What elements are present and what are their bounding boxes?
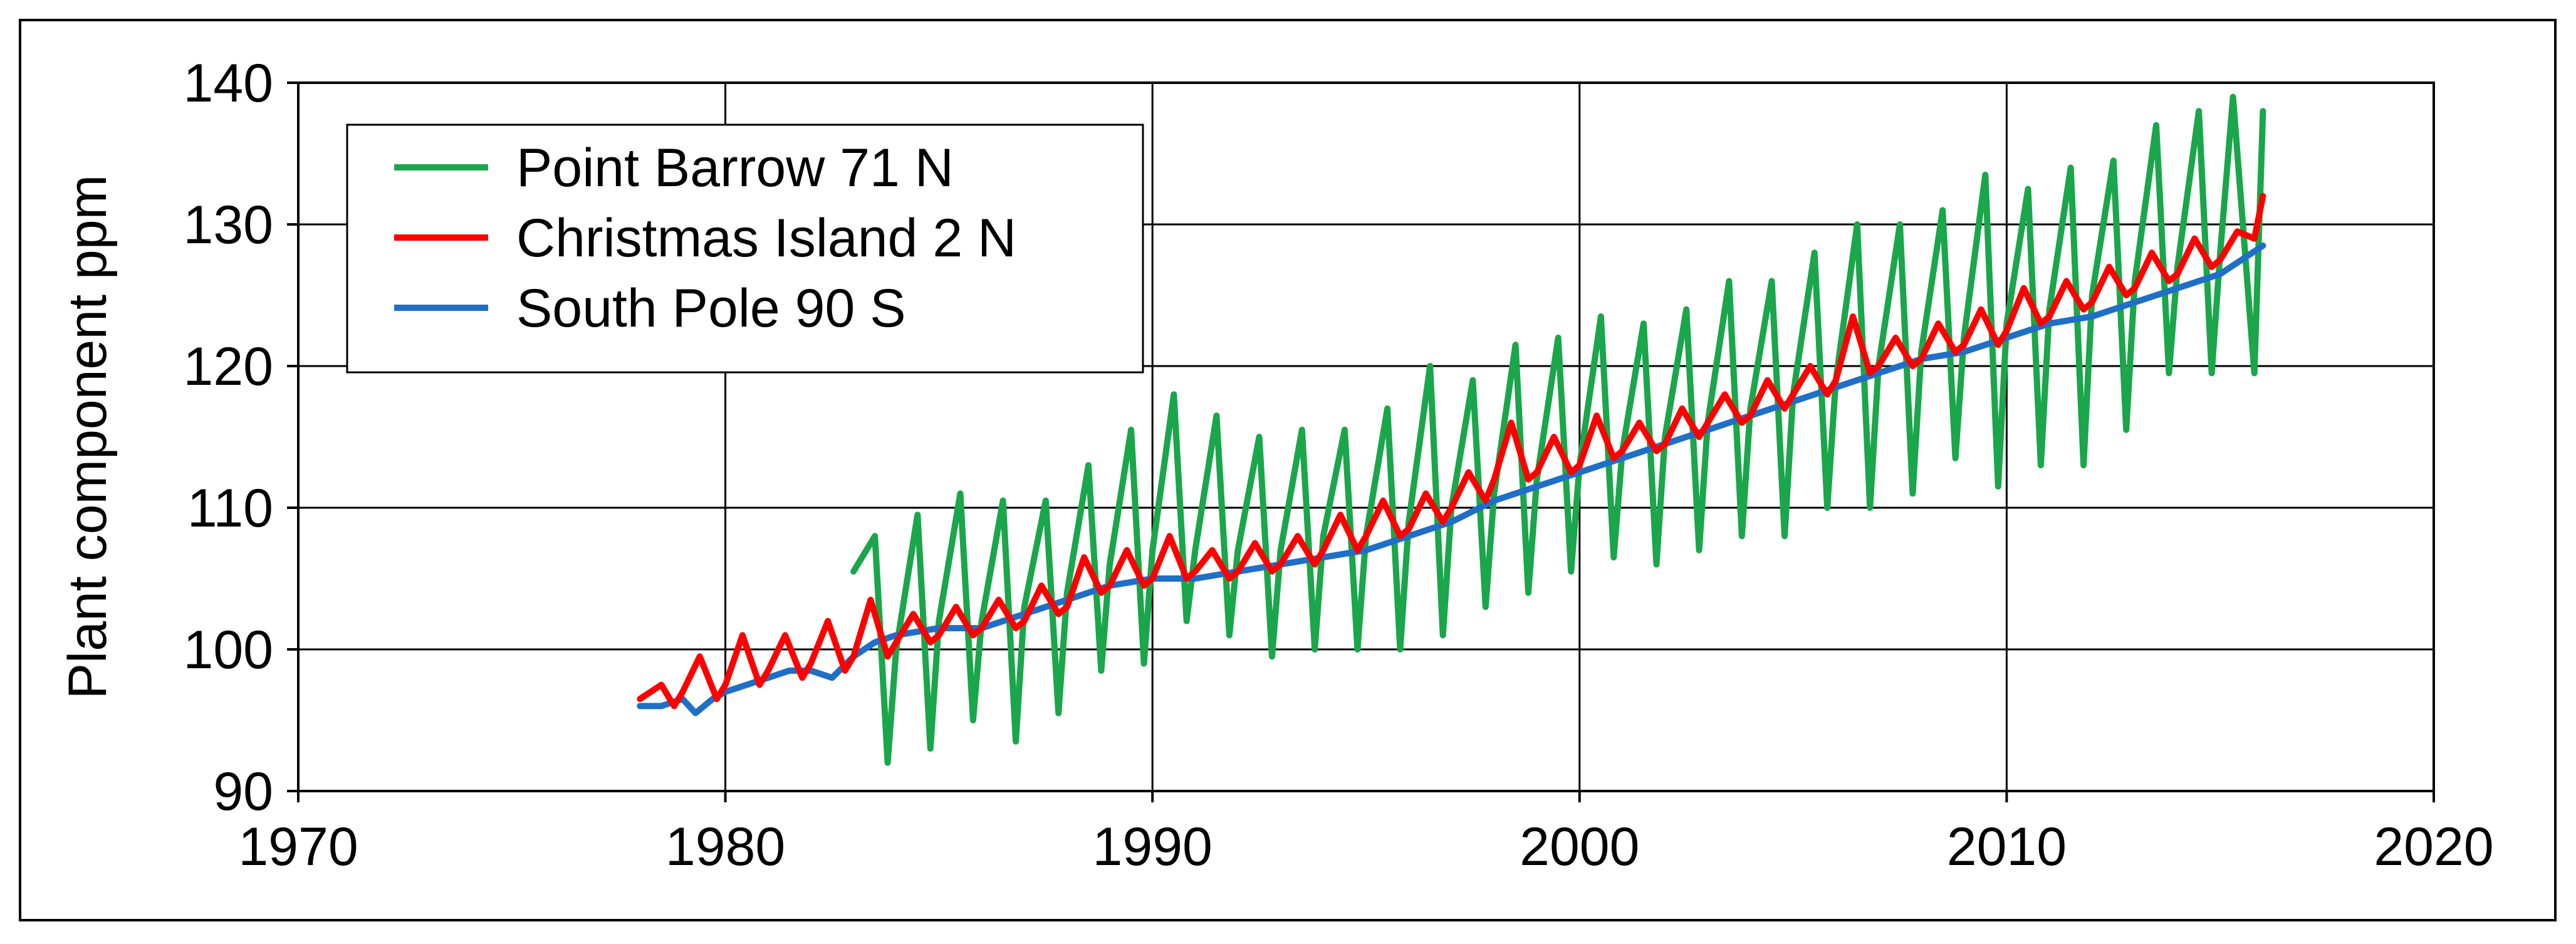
y-tick-label: 90	[213, 762, 273, 822]
x-tick-label: 2000	[1520, 817, 1639, 877]
y-tick-label: 120	[184, 337, 274, 397]
x-tick-label: 2010	[1947, 817, 2067, 877]
series-line-south-pole	[637, 242, 2266, 716]
y-tick-label: 110	[187, 478, 273, 538]
x-tick-label: 1990	[1093, 817, 1212, 877]
line-chart: 1970 1980 1990 2000 2010 2020 90 100 110 120 130 1…	[58, 53, 2494, 877]
y-axis: 90 100 110 120 130 140	[184, 53, 298, 822]
legend: Point Barrow 71 N Christmas Island 2 N S…	[346, 123, 1144, 374]
legend-item-point-barrow: Point Barrow 71 N	[394, 138, 954, 198]
y-tick-label: 100	[184, 620, 274, 680]
y-axis-title: Plant component ppm	[58, 175, 118, 700]
series-layer	[637, 93, 2266, 766]
x-tick-label: 1980	[665, 817, 785, 877]
x-tick-label: 1970	[238, 817, 358, 877]
plot-area-frame	[297, 81, 2435, 792]
legend-item-south-pole: South Pole 90 S	[394, 278, 906, 338]
series-line-christmas-island	[637, 192, 2266, 710]
legend-label-christmas-island: Christmas Island 2 N	[516, 208, 1016, 268]
legend-item-christmas-island: Christmas Island 2 N	[394, 208, 1016, 268]
chart-figure: 1970 1980 1990 2000 2010 2020 90 100 110 120 130 1…	[19, 19, 2557, 921]
y-tick-label: 130	[184, 195, 274, 255]
y-tick-label: 140	[184, 53, 274, 113]
x-axis: 1970 1980 1990 2000 2010 2020	[238, 791, 2494, 877]
x-tick-label: 2020	[2374, 817, 2493, 877]
legend-label-south-pole: South Pole 90 S	[516, 278, 906, 338]
legend-label-point-barrow: Point Barrow 71 N	[516, 138, 954, 198]
